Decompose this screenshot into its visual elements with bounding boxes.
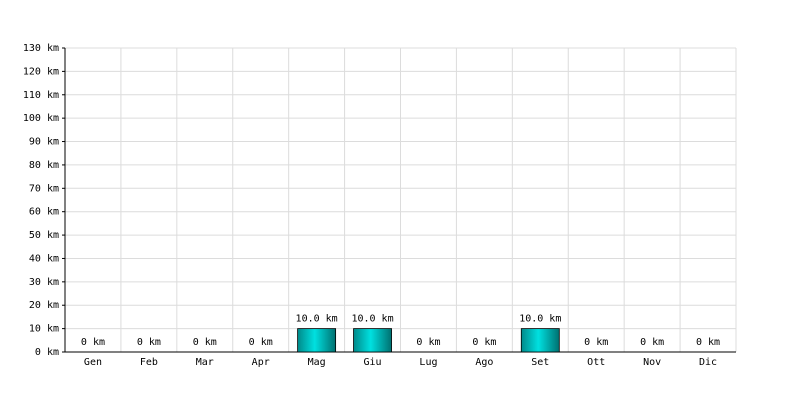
data-label: 0 km [696, 337, 720, 348]
y-tick-label: 90 km [29, 137, 59, 148]
x-tick-label: Set [531, 357, 549, 368]
data-label: 10.0 km [519, 314, 561, 325]
y-tick-label: 70 km [29, 183, 59, 194]
bar [297, 328, 337, 353]
x-tick-label: Dic [699, 357, 717, 368]
y-tick-label: 40 km [29, 253, 59, 264]
data-label: 0 km [640, 337, 664, 348]
data-label: 10.0 km [351, 314, 393, 325]
x-tick-label: Mag [308, 357, 326, 368]
data-label: 0 km [137, 337, 161, 348]
data-label: 0 km [249, 337, 273, 348]
data-label: 0 km [472, 337, 496, 348]
x-tick-label: Apr [252, 357, 270, 368]
x-tick-label: Feb [140, 357, 158, 368]
x-tick-label: Giu [364, 357, 382, 368]
x-tick-label: Ott [587, 357, 605, 368]
data-label: 0 km [81, 337, 105, 348]
y-tick-label: 80 km [29, 160, 59, 171]
y-tick-label: 50 km [29, 230, 59, 241]
y-tick-label: 20 km [29, 300, 59, 311]
y-tick-label: 120 km [23, 66, 59, 77]
x-tick-label: Ago [475, 357, 493, 368]
y-tick-label: 10 km [29, 324, 59, 335]
x-tick-label: Nov [643, 357, 661, 368]
x-tick-label: Gen [84, 357, 102, 368]
data-label: 10.0 km [296, 314, 338, 325]
y-tick-label: 130 km [23, 43, 59, 54]
y-tick-label: 30 km [29, 277, 59, 288]
bar [353, 328, 392, 353]
y-tick-label: 100 km [23, 113, 59, 124]
data-label: 0 km [584, 337, 608, 348]
y-tick-label: 110 km [23, 90, 59, 101]
data-label: 0 km [193, 337, 217, 348]
y-tick-label: 60 km [29, 207, 59, 218]
data-label: 0 km [416, 337, 440, 348]
y-tick-label: 0 km [35, 347, 59, 358]
x-tick-label: Lug [419, 357, 437, 368]
x-tick-label: Mar [196, 357, 214, 368]
bar [520, 328, 560, 353]
